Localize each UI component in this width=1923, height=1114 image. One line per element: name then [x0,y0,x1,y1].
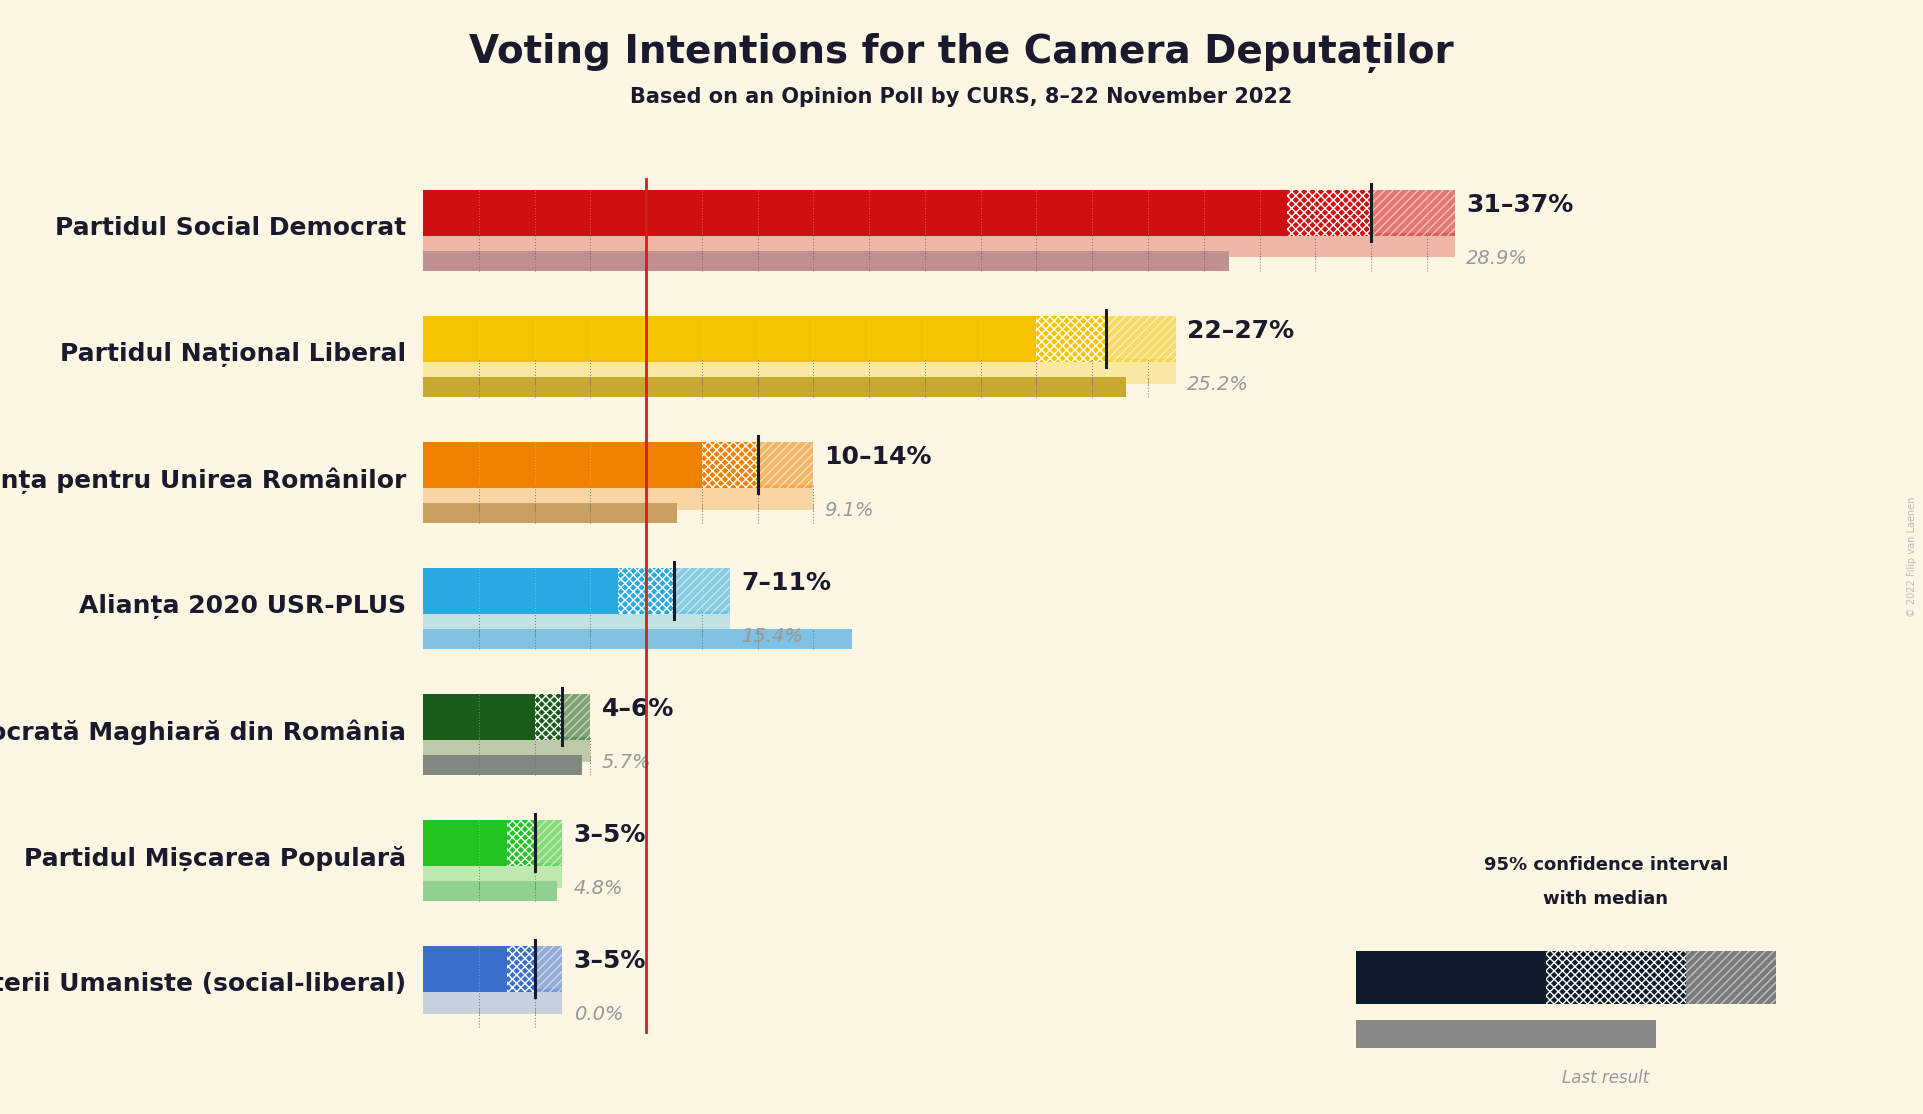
Text: 0.0%: 0.0% [573,1005,623,1024]
Bar [508,946,535,991]
Text: 4.8%: 4.8% [573,879,623,898]
Bar [423,755,583,774]
Bar [423,189,1288,235]
Text: Based on an Opinion Poll by CURS, 8–22 November 2022: Based on an Opinion Poll by CURS, 8–22 N… [631,87,1292,107]
Bar [423,568,619,614]
Bar [423,612,731,635]
Text: 22–27%: 22–27% [1186,319,1294,343]
Bar [423,694,535,740]
Text: 28.9%: 28.9% [1465,250,1527,268]
Text: with median: with median [1542,890,1669,908]
Bar [423,946,508,991]
Bar [423,737,590,762]
Bar [1106,315,1177,362]
Bar [1546,951,1686,1004]
Text: © 2022 Filip van Laenen: © 2022 Filip van Laenen [1908,497,1917,617]
Bar [423,502,677,522]
Bar [423,441,702,488]
Bar [423,315,1036,362]
Bar [535,820,563,866]
Text: Last result: Last result [1561,1069,1650,1087]
Text: 10–14%: 10–14% [825,444,933,469]
Text: 3–5%: 3–5% [573,823,646,847]
Bar [1371,189,1456,235]
Text: 95% confidence interval: 95% confidence interval [1483,857,1729,874]
Bar [702,441,758,488]
Bar [423,881,558,901]
Bar [423,377,1125,397]
Text: Voting Intentions for the Camera Deputaților: Voting Intentions for the Camera Deputaț… [469,33,1454,74]
Bar [535,694,563,740]
Bar [1356,1019,1656,1048]
Text: 9.1%: 9.1% [825,501,875,520]
Text: 3–5%: 3–5% [573,949,646,973]
Bar [1356,951,1546,1004]
Bar [758,441,813,488]
Bar [423,820,508,866]
Bar [423,234,1456,257]
Bar [619,568,675,614]
Bar [423,629,852,648]
Bar [423,486,813,509]
Bar [1686,951,1775,1004]
Bar [563,694,590,740]
Text: 31–37%: 31–37% [1465,193,1573,217]
Text: 4–6%: 4–6% [602,697,673,721]
Bar [508,820,535,866]
Text: 5.7%: 5.7% [602,753,652,772]
Bar [675,568,731,614]
Bar [423,251,1229,271]
Bar [423,863,563,888]
Bar [1036,315,1106,362]
Text: 7–11%: 7–11% [740,571,831,595]
Text: 25.2%: 25.2% [1186,375,1248,394]
Bar [535,946,563,991]
Text: 15.4%: 15.4% [740,627,802,646]
Bar [423,989,563,1014]
Bar [423,360,1177,383]
Bar [1288,189,1371,235]
